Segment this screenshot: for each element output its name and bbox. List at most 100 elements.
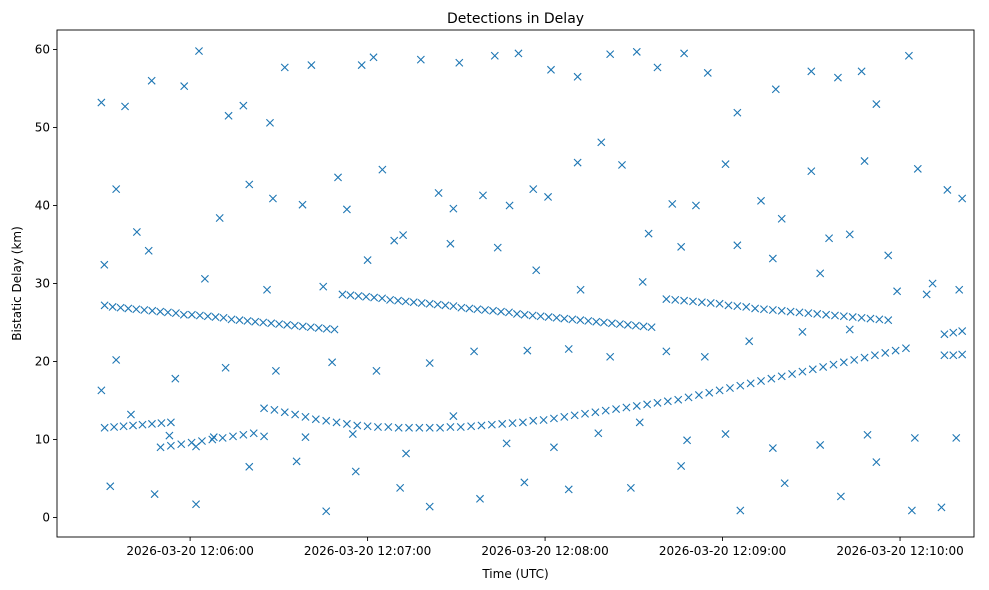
data-point [884,251,893,260]
data-point [425,423,434,432]
data-point [156,307,165,316]
data-point [529,185,538,194]
data-point [401,297,410,306]
data-point [235,316,244,325]
data-point [671,295,680,304]
data-point [502,439,511,448]
data-point [394,423,403,432]
data-point [399,231,408,240]
data-point [283,320,292,329]
data-point [736,381,745,390]
data-point [875,315,884,324]
data-point [211,313,220,322]
data-point [733,241,742,250]
data-point [520,310,529,319]
data-point [156,443,165,452]
data-point [767,374,776,383]
data-point [736,506,745,515]
data-point [768,444,777,453]
data-point [126,410,135,419]
data-point [863,430,872,439]
data-point [836,492,845,501]
data-point [416,55,425,64]
data-point [180,82,189,91]
data-point [544,192,553,201]
data-point [194,47,203,56]
data-point [259,318,268,327]
data-point [771,85,780,94]
data-point [342,419,351,428]
data-point [907,506,916,515]
data-point [290,321,299,330]
data-point [497,307,505,316]
data-point [456,423,465,432]
data-point [265,118,274,127]
data-point [606,50,615,59]
data-point [390,236,399,245]
data-point [215,213,224,222]
data-point [100,301,109,310]
data-point [653,398,662,407]
data-point [952,433,961,442]
data-point [674,395,683,404]
data-point [298,200,307,209]
data-point [166,441,175,450]
data-point [505,201,514,210]
data-point [301,412,310,421]
data-point [742,302,751,311]
data-point [271,366,280,375]
data-point [260,432,269,441]
y-tick-label: 40 [35,199,50,213]
data-point [564,345,573,354]
data-point [292,457,301,466]
data-point [221,363,230,372]
data-point [298,322,307,331]
data-point [850,355,859,364]
data-point [227,315,236,324]
data-point [357,61,366,70]
data-point [478,191,487,200]
data-point [544,313,553,322]
data-point [777,214,786,223]
data-point [904,51,913,60]
data-point [529,416,538,425]
data-point [150,490,159,499]
data-point [839,312,848,321]
data-point [148,306,157,315]
data-point [409,298,418,307]
data-point [209,433,218,442]
data-point [177,440,186,449]
data-point [415,423,424,432]
data-point [940,330,949,339]
data-point [807,67,816,76]
data-point [547,65,555,74]
data-point [631,321,640,330]
data-point [481,306,490,315]
data-point [520,478,529,487]
data-point [147,76,156,85]
data-point [839,358,848,367]
data-points [97,47,967,516]
data-point [632,401,641,410]
data-point [446,423,455,432]
data-point [140,306,149,315]
data-point [721,160,730,169]
data-point [570,411,579,420]
data-point [351,467,360,476]
data-point [508,419,517,428]
data-point [476,494,484,503]
data-point [425,359,434,368]
data-point [706,299,715,307]
data-point [618,160,626,169]
data-point [725,384,734,393]
data-point [354,291,363,300]
data-point [394,296,403,305]
data-point [928,279,937,288]
data-point [786,307,795,316]
data-point [116,303,125,312]
data-point [653,63,662,72]
data-point [307,61,316,70]
data-point [626,483,635,492]
